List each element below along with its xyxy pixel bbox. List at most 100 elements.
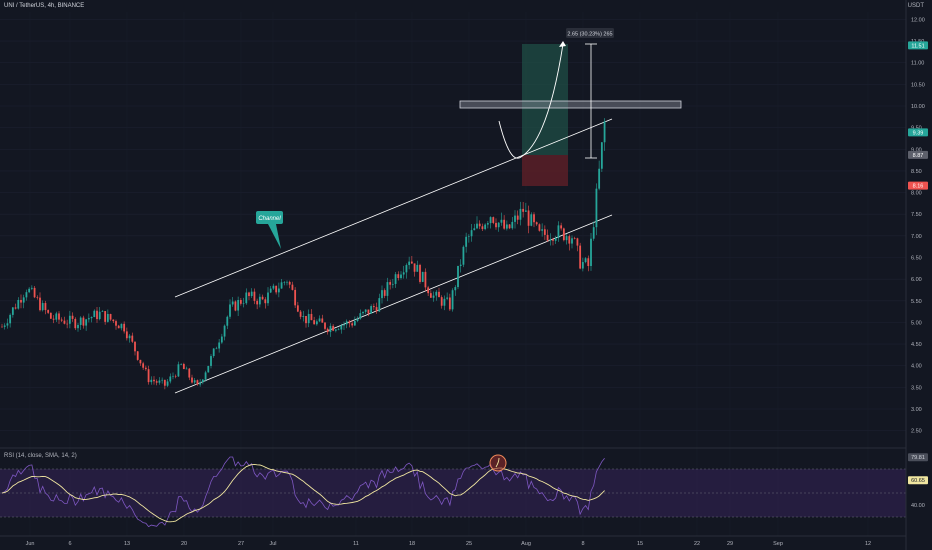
candle <box>391 283 394 285</box>
candle <box>180 363 183 365</box>
price-tick-label: 7.50 <box>911 212 922 218</box>
candle <box>142 363 145 368</box>
candle <box>245 292 248 304</box>
candle <box>134 341 136 352</box>
candle <box>11 307 14 315</box>
price-label: 8.87 <box>913 153 924 159</box>
candle <box>169 376 172 382</box>
candle <box>546 234 549 241</box>
candle <box>587 258 590 267</box>
candle <box>68 315 71 324</box>
rsi-axis[interactable]: 40.00 79.81 60.65 <box>908 453 928 509</box>
candle <box>125 331 128 339</box>
candle <box>280 282 283 289</box>
candle <box>372 306 375 308</box>
candle <box>79 317 82 325</box>
candle <box>85 319 88 326</box>
candle <box>109 314 112 320</box>
candle <box>267 292 269 304</box>
candle <box>481 226 484 230</box>
price-tick-label: 4.00 <box>911 364 922 370</box>
time-tick-label: 8 <box>581 541 584 547</box>
time-axis[interactable]: Jun 6 13 20 27 Jul 11 18 25 Aug 8 15 22 29 Sep 12 <box>26 541 872 547</box>
candle <box>82 317 85 326</box>
candle <box>36 297 39 298</box>
candle <box>554 238 557 241</box>
candle <box>253 291 256 301</box>
candle <box>28 288 31 293</box>
resistance-box[interactable] <box>459 100 682 109</box>
time-tick-label: 29 <box>727 541 733 547</box>
candle <box>565 236 568 241</box>
rsi-title[interactable]: RSI (14, close, SMA, 14, 2) <box>4 453 77 459</box>
candle <box>476 223 478 229</box>
candle <box>223 325 226 337</box>
candle <box>39 297 41 311</box>
price-tick-label: 7.00 <box>911 234 922 240</box>
candle <box>191 377 193 383</box>
time-tick-label: 13 <box>124 541 130 547</box>
candle <box>383 290 386 296</box>
candle <box>351 323 354 326</box>
candle <box>345 321 348 325</box>
candle <box>394 274 397 284</box>
measure-label-bg <box>566 28 614 38</box>
candle <box>231 301 234 305</box>
channel-upper-line[interactable] <box>174 118 613 298</box>
rsi-value-label: 60.65 <box>911 478 925 484</box>
candle <box>552 239 554 241</box>
projection-curve[interactable] <box>498 43 564 159</box>
target-zone <box>522 44 568 155</box>
candle <box>136 351 139 360</box>
candle <box>318 318 321 322</box>
candle <box>359 313 362 319</box>
candle <box>470 230 473 237</box>
candle <box>66 323 69 325</box>
time-tick-label: 25 <box>466 541 472 547</box>
time-tick-label: 6 <box>68 541 71 547</box>
channel-lower-line[interactable] <box>174 214 613 394</box>
stop-zone <box>522 155 568 186</box>
candle <box>524 210 527 212</box>
candle <box>348 321 351 324</box>
candle <box>239 299 242 304</box>
price-axis[interactable]: 2.50 3.00 3.50 4.00 4.50 5.00 5.50 6.00 6.50 7.00… <box>911 17 925 434</box>
candle <box>123 323 126 332</box>
candle <box>185 368 188 370</box>
candle <box>258 296 261 305</box>
candle <box>503 219 506 229</box>
candle <box>334 329 337 331</box>
candle <box>489 217 492 224</box>
measure-bracket[interactable] <box>585 43 597 159</box>
candle <box>58 313 60 320</box>
candle <box>161 379 164 381</box>
candle <box>530 214 533 226</box>
candle <box>424 271 427 288</box>
candle <box>313 320 316 325</box>
candle <box>332 325 335 331</box>
candle <box>571 238 573 244</box>
candle <box>429 293 432 298</box>
candle <box>562 228 565 241</box>
candle <box>543 229 546 235</box>
candle <box>256 300 259 305</box>
currency-label[interactable]: USDT <box>907 3 924 9</box>
candle <box>93 310 96 318</box>
price-grid <box>0 12 906 536</box>
rsi-value-label-bg <box>908 453 928 462</box>
candle <box>166 381 169 386</box>
candle <box>47 310 50 313</box>
candle <box>33 287 36 298</box>
candle <box>158 380 161 383</box>
time-tick-label: Jun <box>26 541 35 547</box>
candle <box>356 318 359 321</box>
symbol-title[interactable]: UNI / TetherUS, 4h, BINANCE <box>4 3 85 9</box>
channel-callout[interactable]: Channel <box>256 211 283 249</box>
candle <box>147 369 150 383</box>
candle <box>101 311 104 312</box>
price-label-bg <box>908 150 928 159</box>
candle <box>150 379 153 383</box>
candle <box>87 318 90 320</box>
candle <box>315 321 318 325</box>
